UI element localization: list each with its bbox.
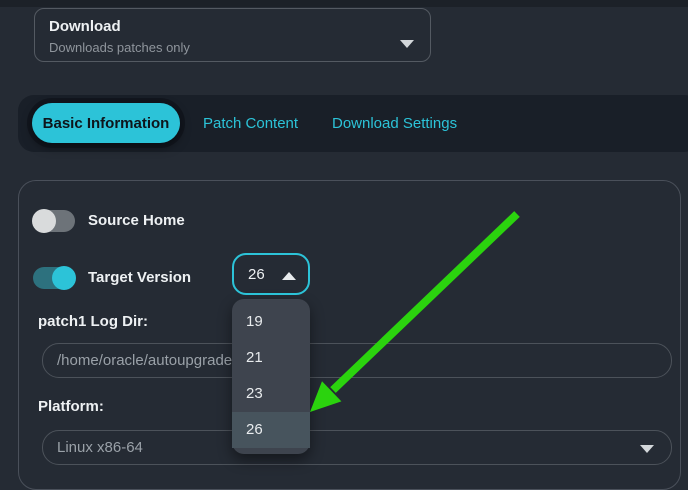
log-dir-value: /home/oracle/autoupgrade bbox=[57, 352, 233, 369]
target-version-toggle[interactable] bbox=[33, 266, 76, 290]
mode-dropdown-subtitle: Downloads patches only bbox=[49, 40, 190, 55]
target-version-value: 26 bbox=[248, 265, 265, 283]
log-dir-input[interactable]: /home/oracle/autoupgrade bbox=[42, 343, 672, 378]
platform-label: Platform: bbox=[38, 398, 104, 415]
platform-value: Linux x86-64 bbox=[57, 439, 143, 456]
target-version-label: Target Version bbox=[88, 269, 192, 286]
mode-dropdown[interactable]: Download Downloads patches only bbox=[34, 8, 431, 62]
top-edge-shadow bbox=[0, 0, 688, 7]
chevron-up-icon bbox=[282, 272, 296, 280]
tab-basic-information[interactable]: Basic Information bbox=[32, 103, 180, 143]
platform-select[interactable]: Linux x86-64 bbox=[42, 430, 672, 465]
target-version-option-list: 19 21 23 26 bbox=[232, 299, 310, 454]
toggle-knob bbox=[32, 209, 56, 233]
source-home-label: Source Home bbox=[88, 212, 185, 229]
target-version-select[interactable]: 26 bbox=[232, 253, 310, 295]
option-21[interactable]: 21 bbox=[246, 349, 263, 366]
chevron-down-icon bbox=[640, 445, 654, 453]
option-19[interactable]: 19 bbox=[246, 313, 263, 330]
tab-bar: Basic Information Patch Content Download… bbox=[18, 95, 688, 152]
source-home-toggle[interactable] bbox=[32, 209, 75, 233]
tab-download-settings[interactable]: Download Settings bbox=[332, 115, 458, 132]
tab-patch-content[interactable]: Patch Content bbox=[203, 115, 299, 132]
option-23[interactable]: 23 bbox=[246, 385, 263, 402]
toggle-knob bbox=[52, 266, 76, 290]
option-26[interactable]: 26 bbox=[232, 412, 310, 448]
chevron-down-icon bbox=[400, 40, 414, 48]
log-dir-label: patch1 Log Dir: bbox=[38, 313, 149, 330]
mode-dropdown-title: Download bbox=[49, 18, 121, 35]
